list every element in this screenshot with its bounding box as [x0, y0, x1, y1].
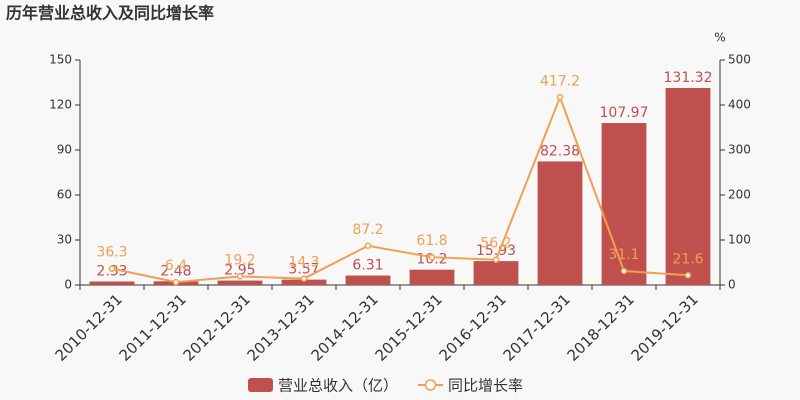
- y-tick-label: 0: [64, 278, 72, 292]
- bar: [537, 161, 583, 285]
- bar-value-label: 15.93: [476, 243, 516, 259]
- y-tick-label: 150: [49, 53, 72, 67]
- y-tick-label: 90: [57, 143, 72, 157]
- line-point: [492, 256, 500, 263]
- bar-value-label: 107.97: [600, 105, 649, 121]
- line-value-label: 21.6: [672, 251, 703, 267]
- bar: [473, 261, 519, 285]
- legend-swatch: [248, 378, 273, 392]
- bar: [601, 123, 647, 285]
- legend-swatch-point: [424, 379, 437, 391]
- line-point: [108, 265, 116, 272]
- bar-value-label: 131.32: [664, 70, 713, 86]
- bar: [217, 280, 263, 285]
- line-point: [556, 94, 564, 101]
- y-tick-label: 120: [49, 98, 72, 112]
- line-value-label: 14.3: [288, 255, 319, 271]
- bar: [281, 279, 327, 285]
- line-value-label: 19.2: [224, 252, 255, 268]
- y2-tick-label: 400: [728, 98, 751, 112]
- legend-label: 同比增长率: [448, 377, 523, 395]
- y2-unit: %: [714, 31, 725, 45]
- line-point: [364, 242, 372, 250]
- y2-tick-label: 500: [728, 53, 751, 67]
- chart-title: 历年营业总收入及同比增长率: [6, 4, 214, 23]
- line-point: [684, 272, 692, 279]
- bar-value-label: 82.38: [540, 143, 580, 159]
- line-value-label: 56.2: [480, 236, 511, 252]
- line-point: [236, 273, 244, 280]
- line-value-label: 417.2: [540, 73, 580, 89]
- y2-tick-label: 200: [728, 188, 751, 202]
- legend-label: 营业总收入（亿）: [278, 377, 398, 395]
- line-point: [172, 278, 180, 286]
- bar: [665, 88, 711, 286]
- bar: [409, 269, 455, 285]
- y-tick-label: 60: [57, 188, 72, 202]
- growth-line: [111, 94, 689, 284]
- bar-value-label: 2.95: [224, 263, 255, 279]
- line-point: [428, 253, 436, 261]
- line-value-label: 87.2: [352, 222, 383, 238]
- line-point: [620, 267, 628, 275]
- line-value-label: 61.8: [416, 233, 447, 249]
- bar-value-label: 2.48: [160, 263, 191, 279]
- y2-tick-label: 100: [728, 233, 751, 247]
- line-value-label: 31.1: [608, 247, 639, 263]
- y2-tick-label: 0: [728, 278, 736, 292]
- bar-value-label: 6.31: [352, 258, 383, 274]
- line-point: [300, 275, 308, 282]
- bar: [89, 281, 135, 285]
- y2-tick-label: 300: [728, 143, 751, 157]
- y-tick-label: 30: [57, 233, 72, 247]
- line-value-label: 36.3: [96, 245, 127, 261]
- bar: [345, 275, 391, 285]
- line-value-label: 6.4: [165, 258, 187, 274]
